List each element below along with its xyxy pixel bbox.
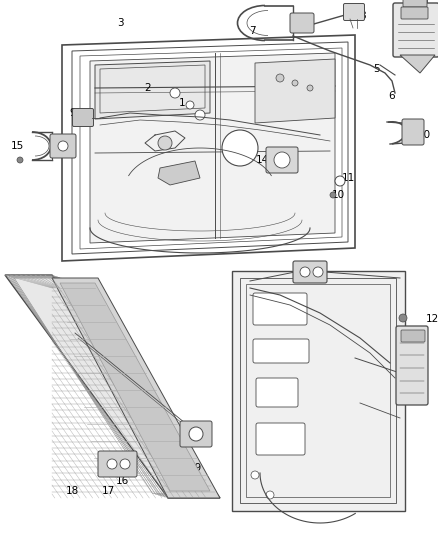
Text: 5: 5	[374, 64, 380, 74]
Circle shape	[58, 141, 68, 151]
Text: 3: 3	[117, 18, 124, 28]
Circle shape	[330, 192, 336, 198]
Circle shape	[158, 136, 172, 150]
FancyBboxPatch shape	[343, 4, 364, 20]
Text: 12: 12	[425, 314, 438, 324]
FancyBboxPatch shape	[50, 134, 76, 158]
FancyBboxPatch shape	[256, 423, 305, 455]
FancyBboxPatch shape	[253, 293, 307, 325]
Text: 20: 20	[417, 130, 431, 140]
Circle shape	[274, 152, 290, 168]
Polygon shape	[5, 275, 220, 498]
Circle shape	[335, 176, 345, 186]
FancyBboxPatch shape	[401, 330, 425, 342]
Text: 17: 17	[101, 486, 115, 496]
FancyBboxPatch shape	[290, 13, 314, 33]
Polygon shape	[60, 283, 210, 491]
Circle shape	[222, 130, 258, 166]
FancyBboxPatch shape	[393, 3, 438, 57]
Polygon shape	[400, 55, 435, 73]
FancyBboxPatch shape	[253, 339, 309, 363]
Text: 21: 21	[417, 0, 431, 10]
Text: 15: 15	[11, 141, 24, 151]
Circle shape	[399, 314, 407, 322]
Text: 1: 1	[179, 98, 185, 108]
Circle shape	[170, 88, 180, 98]
Circle shape	[313, 267, 323, 277]
FancyBboxPatch shape	[180, 421, 212, 447]
Circle shape	[195, 110, 205, 120]
Polygon shape	[95, 61, 210, 119]
Text: 11: 11	[341, 173, 355, 183]
FancyBboxPatch shape	[256, 378, 298, 407]
Polygon shape	[255, 59, 335, 123]
Circle shape	[251, 471, 259, 479]
FancyBboxPatch shape	[98, 451, 137, 477]
FancyBboxPatch shape	[396, 326, 428, 405]
Text: 14: 14	[255, 155, 268, 165]
Text: 10: 10	[332, 190, 345, 200]
FancyBboxPatch shape	[266, 147, 298, 173]
Circle shape	[107, 459, 117, 469]
Polygon shape	[90, 53, 335, 243]
Text: 4: 4	[429, 36, 435, 46]
Circle shape	[307, 85, 313, 91]
FancyBboxPatch shape	[73, 109, 93, 126]
FancyBboxPatch shape	[401, 7, 428, 19]
Polygon shape	[158, 161, 200, 185]
Polygon shape	[232, 271, 405, 511]
FancyBboxPatch shape	[293, 261, 327, 283]
Circle shape	[17, 157, 23, 163]
Text: 19: 19	[188, 463, 201, 473]
Circle shape	[120, 459, 130, 469]
FancyBboxPatch shape	[402, 119, 424, 145]
Text: 13: 13	[301, 0, 314, 2]
Text: 2: 2	[145, 83, 151, 93]
Circle shape	[266, 491, 274, 499]
Circle shape	[189, 427, 203, 441]
Text: 6: 6	[389, 91, 396, 101]
FancyBboxPatch shape	[403, 0, 427, 7]
Polygon shape	[52, 278, 220, 498]
Circle shape	[300, 267, 310, 277]
Circle shape	[292, 80, 298, 86]
Text: 9: 9	[70, 108, 76, 118]
Text: 18: 18	[65, 486, 79, 496]
Circle shape	[186, 101, 194, 109]
Text: 7: 7	[249, 26, 255, 36]
Circle shape	[276, 74, 284, 82]
Text: 16: 16	[115, 476, 129, 486]
Text: 8: 8	[360, 11, 366, 21]
